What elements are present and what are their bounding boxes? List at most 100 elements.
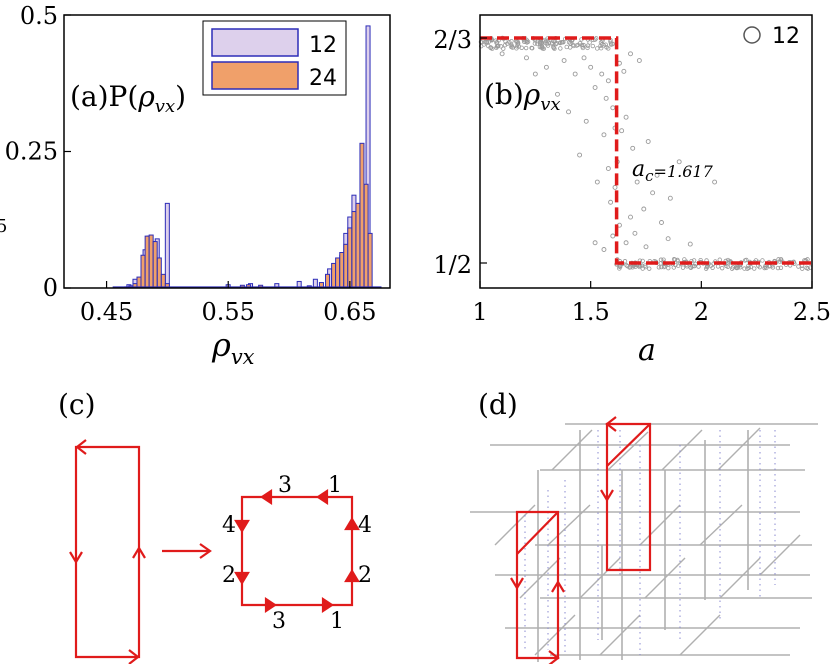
loops bbox=[510, 416, 652, 664]
lower-band-point-80 bbox=[742, 266, 747, 271]
upper-band-point-77 bbox=[481, 42, 487, 47]
bar-24-24 bbox=[359, 142, 365, 289]
lower-band-point-167 bbox=[656, 265, 662, 270]
bar-24-4 bbox=[140, 254, 146, 289]
upper-band-point-86 bbox=[545, 43, 551, 48]
svg-text:3: 3 bbox=[278, 473, 292, 498]
upper-band-point-115 bbox=[486, 43, 491, 49]
lower-band-point-154 bbox=[745, 266, 750, 271]
scatter-point-4 bbox=[572, 71, 578, 77]
lattice-diag-13 bbox=[599, 614, 641, 656]
square-corner-labels: 3 1 4 4 2 2 3 1 bbox=[222, 473, 372, 634]
lower-band-point-5 bbox=[719, 265, 725, 271]
arrow-down-icon bbox=[69, 551, 83, 565]
x-tick-label-2: 0.65 bbox=[323, 298, 376, 326]
legend-label-24: 24 bbox=[309, 66, 337, 91]
upper-band-point-142 bbox=[590, 43, 596, 49]
scatter-point-35 bbox=[712, 179, 718, 185]
svg-text:1: 1 bbox=[328, 473, 342, 498]
upper-band-point-132 bbox=[515, 39, 520, 45]
lower-band-point-166 bbox=[742, 258, 748, 263]
upper-band-point-37 bbox=[595, 46, 600, 51]
lower-band-point-120 bbox=[680, 265, 686, 270]
arrowhead-left-upper-icon bbox=[234, 519, 250, 534]
svg-text:3: 3 bbox=[272, 609, 286, 634]
arrow-right-icon bbox=[128, 649, 140, 664]
lattice-diag-5 bbox=[547, 504, 591, 546]
cut-left-label: 5 bbox=[0, 216, 7, 237]
scatter-point-8 bbox=[599, 71, 605, 77]
lattice-diag-0 bbox=[551, 429, 593, 471]
scatter-point-10 bbox=[605, 78, 611, 84]
scatter-point-49 bbox=[612, 184, 618, 190]
vertical-loop bbox=[69, 439, 146, 664]
upper-band-point-89 bbox=[564, 44, 569, 50]
scatter-point-16 bbox=[636, 58, 642, 63]
lower-band-point-164 bbox=[658, 257, 664, 262]
b-x-tick-label-1: 1.5 bbox=[572, 298, 610, 326]
map-arrow-icon bbox=[199, 543, 212, 559]
bar-24-8 bbox=[156, 257, 162, 289]
lower-band-point-11 bbox=[710, 265, 715, 270]
panel-b-y-ticks: 1/2 2/3 bbox=[433, 26, 487, 279]
y-tick-label-2: 0.5 bbox=[20, 2, 58, 30]
arrowhead-top-right-icon bbox=[316, 488, 329, 506]
upper-band-point-104 bbox=[502, 42, 508, 48]
legend-swatch-24 bbox=[211, 61, 299, 90]
svg-text:1: 1 bbox=[330, 609, 344, 634]
panel-b-scatter: 1 1.5 2 2.5 1/2 2/3 (b)ρvx ac=1.617 a 12 bbox=[433, 14, 830, 368]
upper-band-point-138 bbox=[609, 42, 614, 47]
scatter-point-15 bbox=[628, 51, 633, 57]
bar-24-26 bbox=[367, 232, 373, 289]
scatter-point-5 bbox=[581, 55, 587, 61]
lower-loop-arrow-right-icon bbox=[548, 650, 560, 664]
scatter-point-9 bbox=[603, 95, 609, 101]
scatter-point-11 bbox=[610, 105, 616, 111]
lower-band-point-104 bbox=[776, 257, 781, 262]
bar-24-20 bbox=[343, 243, 349, 289]
upper-band-point-106 bbox=[519, 45, 524, 51]
arrowhead-right-upper-icon bbox=[344, 516, 360, 531]
lattice-diag-7 bbox=[699, 504, 743, 546]
critical-annotation: ac=1.617 bbox=[632, 157, 714, 185]
lattice-diag-2 bbox=[661, 429, 703, 471]
bar-24-9 bbox=[160, 273, 166, 289]
scatter-point-45 bbox=[532, 71, 538, 77]
bar-24-23 bbox=[355, 202, 361, 289]
scatter-point-17 bbox=[583, 118, 589, 124]
upper-band-point-131 bbox=[558, 46, 563, 51]
lower-band-point-143 bbox=[666, 265, 671, 271]
arrow-left-icon bbox=[75, 439, 87, 455]
upper-band-point-107 bbox=[559, 40, 565, 45]
lower-band-point-152 bbox=[757, 264, 762, 270]
bar-24-25 bbox=[363, 183, 369, 289]
lattice-diag-14 bbox=[679, 614, 721, 656]
scatter-point-46 bbox=[601, 247, 607, 252]
lower-band-point-112 bbox=[622, 259, 628, 264]
upper-band-point-44 bbox=[514, 46, 519, 51]
lower-band-point-168 bbox=[804, 265, 809, 271]
lower-loop-arrow-down-icon bbox=[510, 577, 524, 591]
lower-loop-arrow-up-icon bbox=[551, 579, 565, 593]
scatter-point-14 bbox=[621, 68, 627, 74]
scatter-point-48 bbox=[645, 139, 651, 144]
b-y-tick-label-1: 2/3 bbox=[433, 26, 472, 54]
lattice-diag-1 bbox=[607, 431, 649, 471]
upper-band-point-43 bbox=[571, 43, 576, 49]
scatter-point-30 bbox=[650, 190, 656, 196]
lower-band-point-13 bbox=[703, 266, 709, 271]
lattice-diag-9 bbox=[579, 557, 621, 599]
scatter-point-19 bbox=[594, 179, 600, 185]
lattice-diag-3 bbox=[717, 427, 761, 471]
y-tick-label-0: 0 bbox=[43, 274, 58, 302]
lower-band-point-118 bbox=[643, 264, 648, 270]
scatter-point-47 bbox=[628, 214, 633, 220]
lower-band-point-163 bbox=[729, 266, 735, 271]
scatter-point-6 bbox=[588, 64, 594, 70]
legend-marker-12 bbox=[743, 26, 761, 44]
bar-12-8 bbox=[164, 202, 170, 289]
lower-band-point-92 bbox=[752, 266, 757, 271]
scatter-point-31 bbox=[654, 172, 660, 178]
scatter-point-28 bbox=[634, 179, 640, 185]
